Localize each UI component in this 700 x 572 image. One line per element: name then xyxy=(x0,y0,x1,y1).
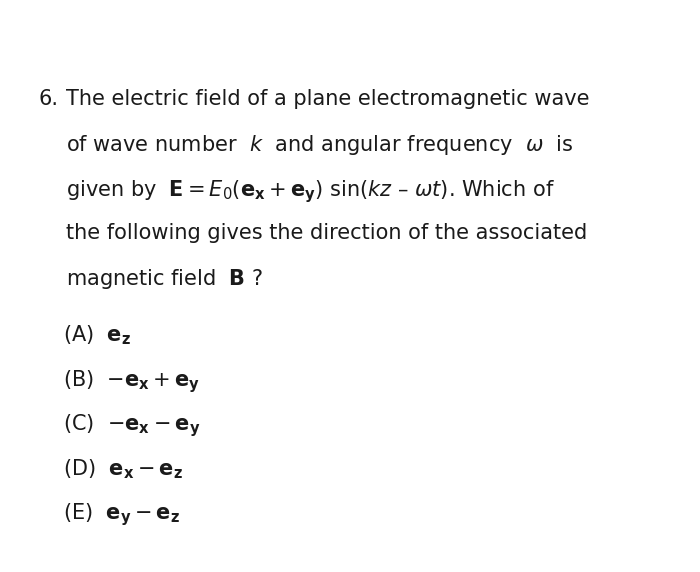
Text: (B)  $-\mathbf{e_x} + \mathbf{e_y}$: (B) $-\mathbf{e_x} + \mathbf{e_y}$ xyxy=(63,368,200,395)
Text: The electric field of a plane electromagnetic wave: The electric field of a plane electromag… xyxy=(66,89,590,109)
Text: (A)  $\mathbf{e_z}$: (A) $\mathbf{e_z}$ xyxy=(63,323,131,347)
Text: given by  $\mathbf{E} = E_0(\mathbf{e_x} + \mathbf{e_y})$ sin($kz$ – $\omega t$): given by $\mathbf{E} = E_0(\mathbf{e_x} … xyxy=(66,178,555,205)
Text: 6.: 6. xyxy=(38,89,59,109)
Text: the following gives the direction of the associated: the following gives the direction of the… xyxy=(66,223,588,243)
Text: (D)  $\mathbf{e_x} - \mathbf{e_z}$: (D) $\mathbf{e_x} - \mathbf{e_z}$ xyxy=(63,457,183,480)
Text: (E)  $\mathbf{e_y} - \mathbf{e_z}$: (E) $\mathbf{e_y} - \mathbf{e_z}$ xyxy=(63,502,180,529)
Text: of wave number  $k$  and angular frequency  $\omega$  is: of wave number $k$ and angular frequency… xyxy=(66,133,574,157)
Text: (C)  $-\mathbf{e_x} - \mathbf{e_y}$: (C) $-\mathbf{e_x} - \mathbf{e_y}$ xyxy=(63,412,200,439)
Text: magnetic field  $\mathbf{B}$ ?: magnetic field $\mathbf{B}$ ? xyxy=(66,267,263,291)
